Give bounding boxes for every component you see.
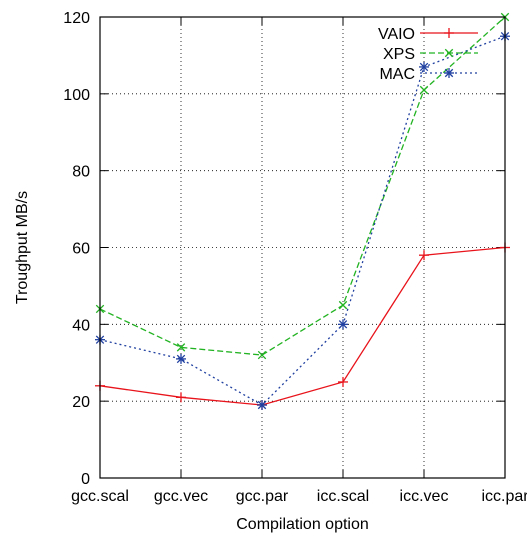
data-point-xps xyxy=(419,85,429,95)
y-tick-label: 0 xyxy=(81,471,90,488)
data-point-mac xyxy=(419,61,429,72)
data-point-mac xyxy=(176,353,186,364)
y-axis-title: Troughput MB/s xyxy=(14,191,31,304)
legend-marker xyxy=(444,68,454,78)
x-tick-label: gcc.scal xyxy=(71,488,129,505)
y-tick-label: 60 xyxy=(72,241,90,258)
data-point-mac xyxy=(257,400,267,411)
legend-label: MAC xyxy=(379,66,415,83)
series-line-mac xyxy=(99,35,506,406)
x-tick-label: icc.vec xyxy=(400,488,449,505)
legend: VAIO XPS MAC xyxy=(378,26,478,83)
series-group xyxy=(95,12,510,411)
legend-item-mac: MAC xyxy=(379,66,478,83)
legend-marker xyxy=(444,48,454,58)
legend-item-vaio: VAIO xyxy=(378,26,478,43)
x-axis-title: Compilation option xyxy=(236,516,369,533)
grid xyxy=(100,17,505,478)
y-tick-label: 120 xyxy=(63,10,90,27)
x-tick-label: icc.par xyxy=(481,488,527,505)
data-point-xps xyxy=(338,300,348,310)
data-point-vaio xyxy=(338,376,348,387)
legend-marker xyxy=(444,28,454,38)
legend-item-xps: XPS xyxy=(383,46,478,63)
data-point-mac xyxy=(338,319,348,330)
y-tick-label: 100 xyxy=(63,87,90,104)
x-tick-labels: gcc.scal gcc.vec gcc.par icc.scal icc.vec icc… xyxy=(71,488,527,505)
x-tick-label: gcc.vec xyxy=(154,488,208,505)
series-vaio xyxy=(95,242,510,411)
series-line-vaio xyxy=(99,246,506,406)
x-tick-label: gcc.par xyxy=(236,488,289,505)
series-mac xyxy=(95,31,510,411)
data-point-xps xyxy=(257,350,267,360)
x-tick-label: icc.scal xyxy=(317,488,369,505)
y-tick-label: 20 xyxy=(72,394,90,411)
series-line-xps xyxy=(99,16,506,356)
data-point-vaio xyxy=(176,392,186,403)
series-xps xyxy=(95,12,510,360)
y-tick-label: 40 xyxy=(72,317,90,334)
legend-label: XPS xyxy=(383,46,415,63)
data-point-xps xyxy=(176,343,186,352)
plot-frame xyxy=(99,16,506,479)
y-tick-labels: 0 20 40 60 80 100 120 xyxy=(63,10,90,488)
data-point-vaio xyxy=(419,250,429,261)
legend-label: VAIO xyxy=(378,26,415,43)
y-tick-label: 80 xyxy=(72,164,90,181)
